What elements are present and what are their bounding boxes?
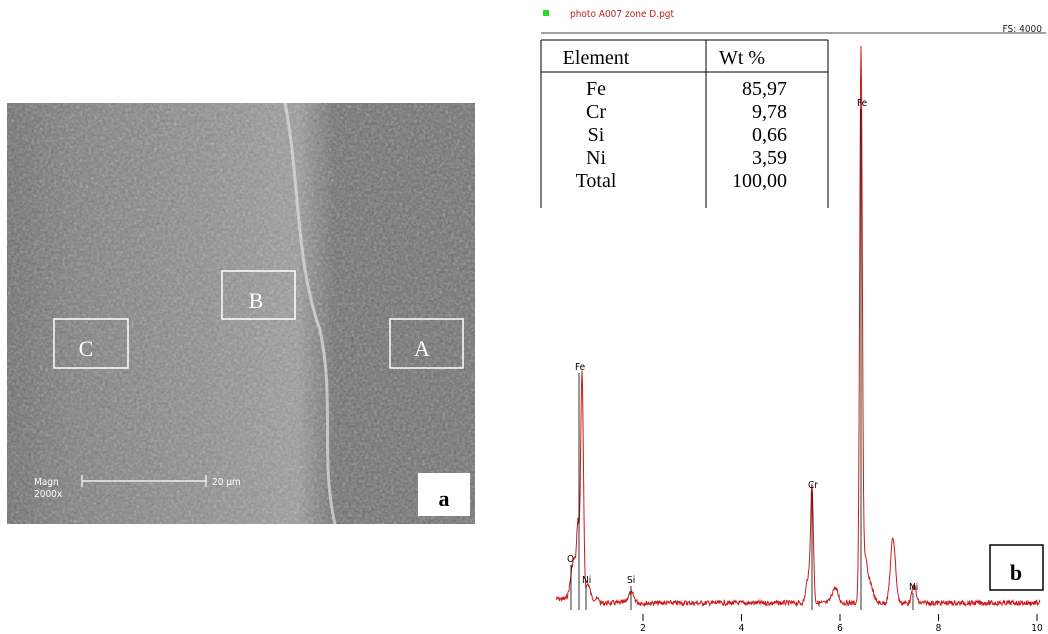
x-tick-label: 4 [739,623,745,634]
panel-label: b [1010,560,1022,585]
table-header: Wt % [719,47,765,69]
peak-label: Fe [575,362,586,373]
peak-label: Cr [808,480,818,491]
region-label: C [79,336,94,361]
x-tick-label: 6 [837,623,843,634]
table-header: Element [563,47,630,69]
peak-label: O [567,554,574,565]
file-marker [543,10,549,16]
peak-label: Ni [909,582,918,593]
table-cell: Si [588,124,605,146]
region-label: B [249,288,264,313]
page: B C A Magn 2000x 20 µm a photo A007 zone… [0,0,1048,634]
table-cell: Total [576,170,617,192]
peak-label: Fe [857,98,868,109]
table-cell: 100,00 [732,170,787,192]
result-table: Element Wt % Fe 85,97 Cr 9,78 Si 0,66 Ni 3,59 To… [541,40,828,210]
table-cell: Ni [586,147,606,169]
x-tick-label: 8 [936,623,942,634]
table-cell: Fe [586,78,606,100]
peak-label: Si [627,575,635,586]
magnification-label: Magn [34,477,59,488]
table-cell: 9,78 [752,101,787,123]
peak-label: Ni [582,575,591,586]
table-cell: Cr [586,101,606,123]
x-tick-label: 2 [640,623,646,634]
file-name: photo A007 zone D.pgt [570,9,675,20]
panel-label: a [439,486,450,511]
region-label: A [414,336,430,361]
x-tick-label: 10 [1031,623,1043,634]
sem-image [7,103,475,524]
figure: B C A Magn 2000x 20 µm a photo A007 zone… [0,0,1048,634]
table-cell: 3,59 [752,147,787,169]
table-cell: 0,66 [752,124,787,146]
table-cell: 85,97 [742,78,787,100]
scale-bar-label: 20 µm [212,477,241,488]
magnification-value: 2000x [34,489,63,500]
